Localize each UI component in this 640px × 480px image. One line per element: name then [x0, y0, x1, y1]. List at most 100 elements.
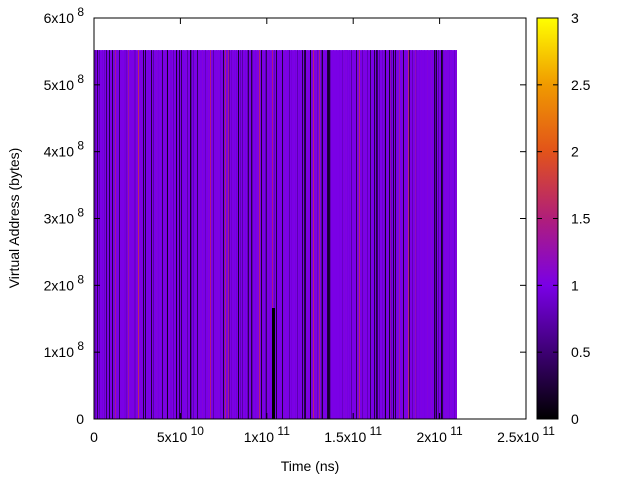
colorbar-tick-label: 2.5 [571, 77, 591, 93]
heatmap-column [441, 50, 442, 419]
heatmap-column [356, 50, 357, 419]
heatmap-column [169, 50, 170, 419]
heatmap-column [162, 50, 163, 419]
heatmap-column [402, 50, 403, 419]
heatmap-column [362, 50, 363, 419]
heatmap-column [193, 50, 194, 419]
y-tick-label: 0 [76, 411, 84, 427]
heatmap-column [177, 50, 178, 419]
heatmap-column [257, 50, 258, 419]
heatmap-column [329, 50, 330, 419]
x-tick-label: 0 [90, 429, 98, 445]
heatmap-column [302, 50, 303, 419]
heatmap-column [336, 50, 337, 419]
heatmap-column [395, 50, 396, 419]
heatmap-column [415, 50, 416, 419]
heatmap-column [161, 50, 162, 419]
heatmap-column [109, 50, 110, 419]
heatmap-column [321, 50, 322, 419]
heatmap-column [106, 50, 107, 419]
y-tick-label: 2x10 8 [44, 272, 85, 293]
heatmap-column [145, 50, 146, 419]
heatmap-column [399, 50, 400, 419]
heatmap-column [313, 50, 314, 419]
heatmap-column [255, 50, 256, 419]
heatmap-column [165, 50, 166, 419]
heatmap-column [166, 50, 167, 419]
heatmap-column [227, 50, 228, 419]
heatmap-column [382, 50, 383, 419]
heatmap-column [226, 50, 227, 419]
heatmap-column [349, 50, 350, 419]
x-tick-label: 5x10 10 [157, 424, 204, 445]
heatmap-column [261, 50, 262, 419]
heatmap-column [405, 50, 406, 419]
heatmap-column [97, 50, 98, 419]
heatmap-column [391, 50, 392, 419]
heatmap-column [197, 50, 198, 419]
heatmap-column [128, 50, 129, 419]
heatmap-column [449, 50, 450, 419]
heatmap-column [179, 50, 180, 419]
heatmap-column [289, 50, 290, 419]
heatmap-column [186, 50, 187, 419]
heatmap-column [359, 50, 360, 419]
heatmap-column [272, 308, 275, 419]
heatmap-column [104, 50, 105, 419]
heatmap-column [379, 50, 380, 419]
heatmap-column [291, 50, 292, 419]
heatmap-column [295, 50, 296, 419]
heatmap-column [294, 50, 295, 419]
heatmap-column [242, 50, 243, 419]
heatmap-column [419, 50, 420, 419]
colorbar: 0 0.5 1 1.5 2 2.5 3 [536, 10, 591, 427]
heatmap-column [181, 50, 182, 419]
y-tick-label: 6x10 8 [44, 5, 85, 26]
heatmap-column [438, 50, 439, 419]
heatmap-column [421, 50, 422, 419]
heatmap-column [105, 50, 106, 419]
y-tick-label: 1x10 8 [44, 339, 85, 360]
heatmap-column [205, 50, 206, 419]
heatmap-column [424, 50, 425, 419]
heatmap-column [324, 50, 325, 419]
y-tick-label: 3x10 8 [44, 206, 85, 227]
heatmap-column [115, 50, 116, 419]
heatmap-column [342, 50, 343, 419]
heatmap-column [95, 50, 96, 419]
heatmap-column [208, 50, 209, 419]
heatmap-column [333, 50, 334, 419]
heatmap-column [279, 50, 280, 419]
heatmap-column [116, 50, 117, 419]
heatmap-column [408, 50, 409, 419]
heatmap-column [316, 50, 317, 419]
heatmap-column [393, 50, 394, 419]
x-tick-label: 1x10 11 [244, 424, 290, 445]
heatmap-column [354, 50, 355, 419]
heatmap-column [282, 50, 283, 419]
heatmap-column [367, 50, 368, 419]
heatmap-column [327, 50, 328, 419]
heatmap-column [344, 50, 345, 419]
heatmap-column [396, 50, 397, 419]
heatmap-column [445, 50, 446, 419]
heatmap-column [274, 50, 275, 419]
heatmap-column [454, 50, 455, 419]
heatmap-column [223, 50, 224, 419]
heatmap-column [443, 50, 444, 419]
heatmap-column [151, 50, 152, 419]
heatmap-column [285, 50, 286, 419]
y-axis-label: Virtual Address (bytes) [6, 148, 22, 289]
heatmap-column [410, 50, 411, 419]
heatmap-column [330, 50, 331, 419]
heatmap-column [339, 50, 340, 419]
heatmap-column [265, 50, 266, 419]
heatmap-column [442, 50, 443, 419]
colorbar-tick-label: 0 [571, 411, 579, 427]
heatmap-column [134, 50, 135, 419]
heatmap-column [320, 50, 321, 419]
heatmap-column [176, 50, 177, 419]
heatmap-column [451, 50, 452, 419]
heatmap-column [173, 50, 174, 419]
heatmap-column [141, 50, 142, 419]
